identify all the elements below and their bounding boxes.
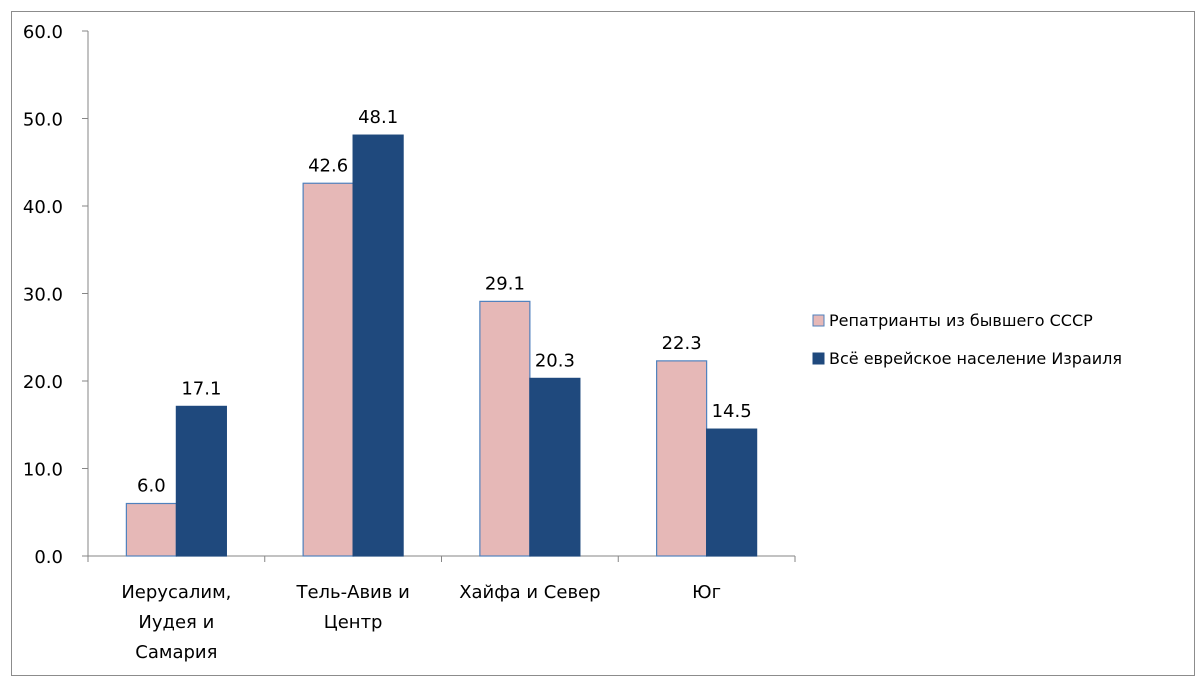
data-label: 14.5 (712, 401, 752, 422)
legend-swatch (812, 314, 825, 327)
bar-series-1 (656, 360, 708, 557)
y-tick-label: 30.0 (23, 285, 63, 306)
data-label: 22.3 (662, 333, 702, 354)
data-label: 48.1 (358, 107, 398, 128)
data-label: 20.3 (535, 350, 575, 371)
data-label: 17.1 (181, 378, 221, 399)
y-tick-label: 50.0 (23, 110, 63, 131)
bar-series-1 (125, 502, 177, 557)
chart-frame (11, 11, 1195, 676)
bar-series-2 (175, 405, 227, 557)
x-tick-label: Юг (692, 582, 721, 603)
legend-label: Всё еврейское население Израиля (829, 349, 1122, 368)
bar-series-2 (352, 134, 404, 557)
bars (125, 134, 758, 557)
x-tick-label: Тель-Авив и Центр (295, 582, 409, 633)
data-label: 42.6 (308, 155, 348, 176)
y-tick-label: 20.0 (23, 372, 63, 393)
x-tick-label: Иерусалим, Иудея и Самария (121, 582, 231, 663)
y-tick-label: 60.0 (23, 22, 63, 43)
x-tick-label: Хайфа и Север (459, 582, 600, 603)
bar-series-2 (706, 428, 758, 557)
legend-swatch (812, 352, 825, 365)
legend-label: Репатрианты из бывшего СССР (829, 311, 1093, 330)
y-tick-label: 40.0 (23, 197, 63, 218)
y-tick-label: 10.0 (23, 460, 63, 481)
bar-series-1 (479, 300, 531, 557)
axes: 0.0 10.0 20.0 30.0 40.0 50.0 60.0 Иерусалим, Иуд… (23, 22, 796, 663)
bar-series-1 (302, 182, 354, 557)
data-labels: 6.0 42.6 29.1 22.3 17.1 48.1 20.3 14.5 (137, 107, 752, 496)
legend: Репатрианты из бывшего СССР Всё еврейское… (812, 311, 1122, 368)
y-tick-label: 0.0 (34, 547, 63, 568)
data-label: 29.1 (485, 273, 525, 294)
bar-series-2 (529, 377, 581, 557)
data-label: 6.0 (137, 476, 166, 497)
